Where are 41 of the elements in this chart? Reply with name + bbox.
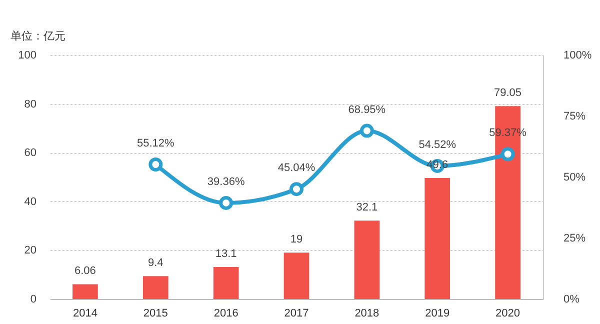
data-label: 9.4 bbox=[148, 257, 164, 270]
bar bbox=[354, 220, 380, 299]
x-tick-label: 2014 bbox=[72, 308, 98, 320]
y2-tick-label: 100% bbox=[564, 50, 592, 62]
y2-tick-label: 25% bbox=[564, 232, 586, 244]
bar bbox=[142, 276, 168, 299]
data-label: 55.12% bbox=[136, 138, 175, 150]
data-label: 39.36% bbox=[207, 176, 245, 188]
data-label: 79.05 bbox=[494, 87, 522, 100]
data-label: 68.95% bbox=[348, 104, 386, 116]
x-tick-label: 2020 bbox=[496, 308, 520, 320]
x-tick-label: 2017 bbox=[284, 308, 309, 320]
point bbox=[148, 158, 163, 172]
data-label: 13.1 bbox=[215, 248, 237, 260]
bar bbox=[284, 252, 310, 299]
point bbox=[290, 182, 304, 196]
y-tick-label: 20 bbox=[24, 244, 36, 257]
data-label: 32.1 bbox=[356, 202, 378, 214]
y2-tick-label: 50% bbox=[564, 172, 586, 184]
data-label: 19 bbox=[290, 234, 303, 246]
y-tick-label: 60 bbox=[24, 147, 36, 160]
point bbox=[360, 124, 374, 138]
x-tick-label: 2016 bbox=[214, 308, 238, 320]
point bbox=[500, 147, 515, 162]
bar bbox=[72, 284, 98, 299]
y-axis-title: 单位：亿元 bbox=[10, 30, 66, 42]
data-label: 6.06 bbox=[74, 265, 96, 278]
y-tick-label: 80 bbox=[24, 98, 36, 110]
x-tick-label: 2015 bbox=[143, 308, 168, 320]
point bbox=[219, 196, 234, 210]
y-tick-label: 40 bbox=[24, 196, 36, 208]
y-tick-label: 100 bbox=[18, 50, 36, 62]
data-label: 45.04% bbox=[278, 162, 316, 174]
x-tick-label: 2019 bbox=[425, 308, 450, 320]
bar bbox=[424, 178, 450, 299]
bar bbox=[213, 267, 239, 299]
y2-tick-label: 75% bbox=[564, 110, 586, 122]
data-label: 54.52% bbox=[418, 138, 456, 151]
y-tick-label: 0 bbox=[30, 294, 36, 306]
y2-tick-label: 0% bbox=[564, 294, 580, 306]
x-tick-label: 2018 bbox=[354, 308, 380, 320]
